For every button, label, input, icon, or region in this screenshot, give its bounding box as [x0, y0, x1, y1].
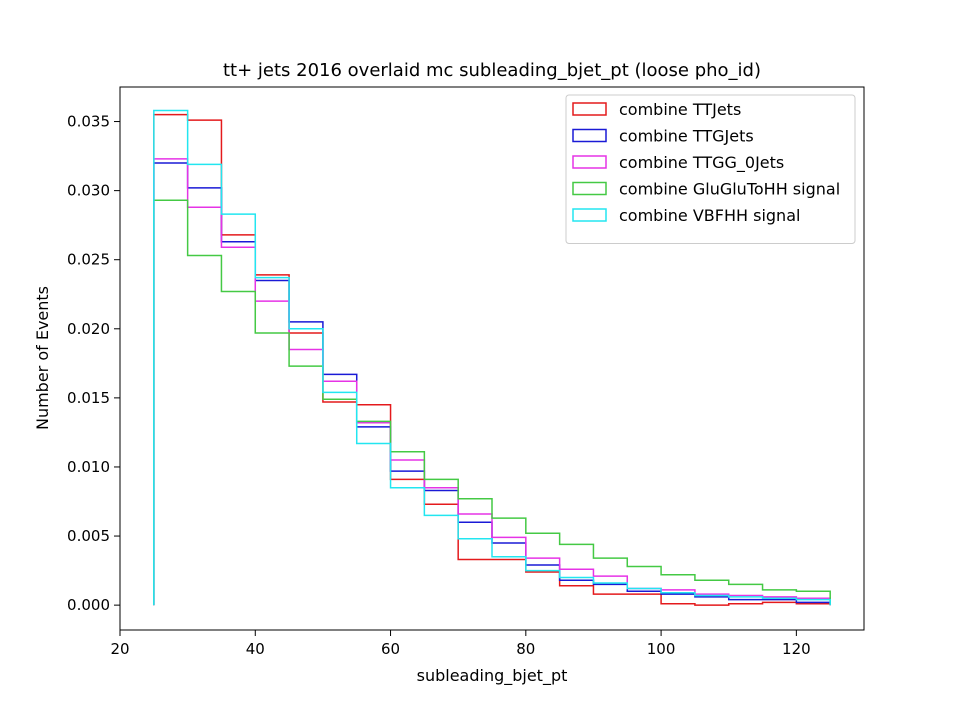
y-tick-label: 0.000: [67, 596, 110, 614]
legend-swatch-3: [572, 181, 607, 196]
x-tick-label: 60: [381, 640, 400, 658]
y-tick-label: 0.005: [67, 527, 110, 545]
legend-label-4: combine VBFHH signal: [619, 206, 800, 225]
legend-label-0: combine TTJets: [619, 100, 741, 119]
legend-swatch-4: [572, 208, 607, 222]
legend-swatch-1: [572, 128, 607, 143]
legend: combine TTJets combine TTGJets combine TTG…: [565, 94, 856, 244]
x-tick-label: 120: [782, 640, 811, 658]
legend-label-3: combine GluGluToHH signal: [619, 180, 840, 199]
x-tick-label: 80: [516, 640, 535, 658]
chart-title: tt+ jets 2016 overlaid mc subleading_bje…: [223, 60, 761, 81]
y-axis-label: Number of Events: [33, 286, 52, 430]
y-tick-label: 0.010: [67, 458, 110, 476]
y-axis: 0.000 0.005 0.010 0.015 0.020 0.025 0.030 0.035: [67, 113, 120, 614]
legend-swatch-2: [572, 155, 607, 169]
legend-box: [565, 94, 856, 244]
plot-area: [119, 86, 865, 631]
x-tick-label: 100: [647, 640, 676, 658]
y-tick-label: 0.020: [67, 320, 110, 338]
x-axis: 20 40 60 80 100 120: [110, 630, 811, 658]
x-tick-label: 40: [246, 640, 265, 658]
y-tick-label: 0.015: [67, 389, 110, 407]
legend-label-1: combine TTGJets: [619, 127, 754, 146]
y-tick-label: 0.025: [67, 251, 110, 269]
plot-frame: [119, 86, 865, 631]
x-axis-label: subleading_bjet_pt: [417, 666, 568, 686]
legend-swatch-0: [572, 102, 607, 116]
y-tick-label: 0.030: [67, 182, 110, 200]
series-step-line-4: [153, 109, 831, 606]
x-tick-label: 20: [110, 640, 129, 658]
series-step-line-3: [153, 199, 831, 606]
legend-label-2: combine TTGG_0Jets: [619, 153, 784, 173]
y-tick-label: 0.035: [67, 113, 110, 131]
